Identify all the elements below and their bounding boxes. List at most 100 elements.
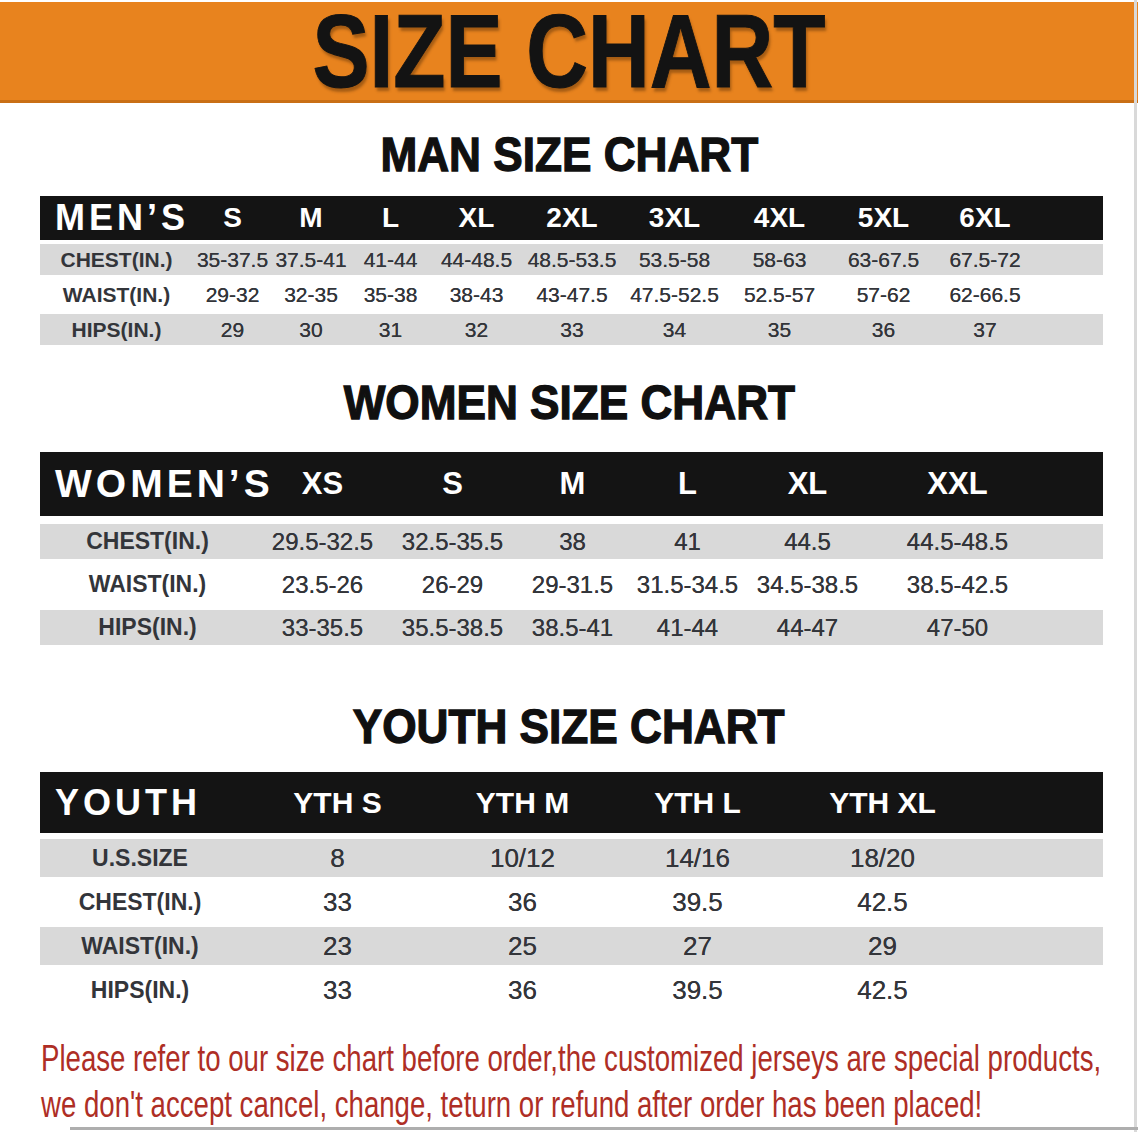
size-value: 39.5 [610,975,785,1006]
man-column-header: XL [431,202,522,234]
size-value: 31.5-34.5 [630,571,745,599]
size-value: 10/12 [435,843,610,874]
size-value: 62-66.5 [935,283,1035,307]
size-value: 38.5-41 [515,614,630,642]
man-table-row: HIPS(IN.)293031323334353637 [40,314,1103,345]
banner-title: SIZE CHART [313,0,826,103]
women-column-header: XL [745,466,870,502]
size-value: 35.5-38.5 [390,614,515,642]
row-label: WAIST(IN.) [40,571,255,598]
man-table-title: MEN’S [40,197,193,239]
size-value: 35 [727,318,832,342]
youth-column-header: YTH XL [785,786,980,820]
size-value: 23.5-26 [255,571,390,599]
youth-table-title: YOUTH [40,782,240,824]
image-bottom-border [70,1127,1138,1130]
size-chart-page: SIZE CHART MAN SIZE CHART MEN’SSMLXL2XL3… [0,0,1138,1132]
size-value: 52.5-57 [727,283,832,307]
row-label: HIPS(IN.) [40,318,193,342]
size-value: 33 [240,887,435,918]
notice-line-2: we don't accept cancel, change, teturn o… [41,1082,1101,1128]
size-value: 48.5-53.5 [522,248,622,272]
row-label: CHEST(IN.) [40,889,240,916]
size-value: 58-63 [727,248,832,272]
youth-column-header: YTH S [240,786,435,820]
man-size-chart-heading: MAN SIZE CHART [0,131,1138,179]
row-label: CHEST(IN.) [40,528,255,555]
man-size-chart-heading-text: MAN SIZE CHART [380,131,758,179]
size-value: 34.5-38.5 [745,571,870,599]
size-value: 29.5-32.5 [255,528,390,556]
size-value: 36 [435,975,610,1006]
size-value: 37 [935,318,1035,342]
size-value: 33 [522,318,622,342]
banner: SIZE CHART [0,2,1138,103]
size-value: 31 [350,318,431,342]
size-value: 18/20 [785,843,980,874]
size-value: 32-35 [272,283,350,307]
man-column-header: 4XL [727,202,832,234]
women-table-row: WAIST(IN.)23.5-2626-2929-31.531.5-34.534… [40,567,1103,602]
size-value: 26-29 [390,571,515,599]
size-value: 36 [832,318,935,342]
women-column-header: S [390,466,515,502]
size-value: 44.5-48.5 [870,528,1045,556]
size-value: 38 [515,528,630,556]
women-size-chart-heading: WOMEN SIZE CHART [0,379,1138,427]
row-label: CHEST(IN.) [40,248,193,272]
image-right-border [1134,0,1137,1132]
row-label: WAIST(IN.) [40,933,240,960]
man-column-header: S [193,202,272,234]
man-column-header: L [350,202,431,234]
size-value: 29 [785,931,980,962]
size-value: 42.5 [785,975,980,1006]
size-value: 42.5 [785,887,980,918]
size-value: 37.5-41 [272,248,350,272]
size-value: 41 [630,528,745,556]
size-value: 63-67.5 [832,248,935,272]
size-value: 27 [610,931,785,962]
size-value: 44-47 [745,614,870,642]
size-value: 38.5-42.5 [870,571,1045,599]
size-value: 41-44 [630,614,745,642]
women-size-table: WOMEN’SXSSMLXLXXL CHEST(IN.)29.5-32.532.5… [40,452,1103,645]
size-value: 25 [435,931,610,962]
women-column-header: M [515,466,630,502]
size-value: 29-32 [193,283,272,307]
youth-table-row: U.S.SIZE810/1214/1618/20 [40,839,1103,877]
youth-table-row: HIPS(IN.)333639.542.5 [40,971,1103,1009]
size-value: 32.5-35.5 [390,528,515,556]
youth-size-chart-heading-text: YOUTH SIZE CHART [353,703,785,751]
women-size-chart-heading-text: WOMEN SIZE CHART [343,379,794,427]
notice-line-1: Please refer to our size chart before or… [41,1036,1101,1082]
size-value: 35-37.5 [193,248,272,272]
youth-table-header-row: YOUTHYTH SYTH MYTH LYTH XL [40,772,1103,833]
women-table-header-row: WOMEN’SXSSMLXLXXL [40,452,1103,516]
row-label: HIPS(IN.) [40,977,240,1004]
size-value: 35-38 [350,283,431,307]
size-value: 29 [193,318,272,342]
size-value: 8 [240,843,435,874]
youth-column-header: YTH L [610,786,785,820]
youth-table-row: WAIST(IN.)23252729 [40,927,1103,965]
youth-column-header: YTH M [435,786,610,820]
row-label: WAIST(IN.) [40,283,193,307]
man-table-header-row: MEN’SSMLXL2XL3XL4XL5XL6XL [40,196,1103,240]
size-value: 23 [240,931,435,962]
size-value: 47-50 [870,614,1045,642]
size-value: 39.5 [610,887,785,918]
row-label: HIPS(IN.) [40,614,255,641]
youth-size-chart-heading: YOUTH SIZE CHART [0,703,1138,751]
man-table-row: WAIST(IN.)29-3232-3535-3838-4343-47.547.… [40,279,1103,310]
man-column-header: 2XL [522,202,622,234]
size-value: 47.5-52.5 [622,283,727,307]
size-value: 29-31.5 [515,571,630,599]
size-value: 44-48.5 [431,248,522,272]
size-value: 32 [431,318,522,342]
man-column-header: 5XL [832,202,935,234]
size-value: 30 [272,318,350,342]
size-value: 33 [240,975,435,1006]
size-value: 41-44 [350,248,431,272]
size-value: 36 [435,887,610,918]
man-column-header: 6XL [935,202,1035,234]
